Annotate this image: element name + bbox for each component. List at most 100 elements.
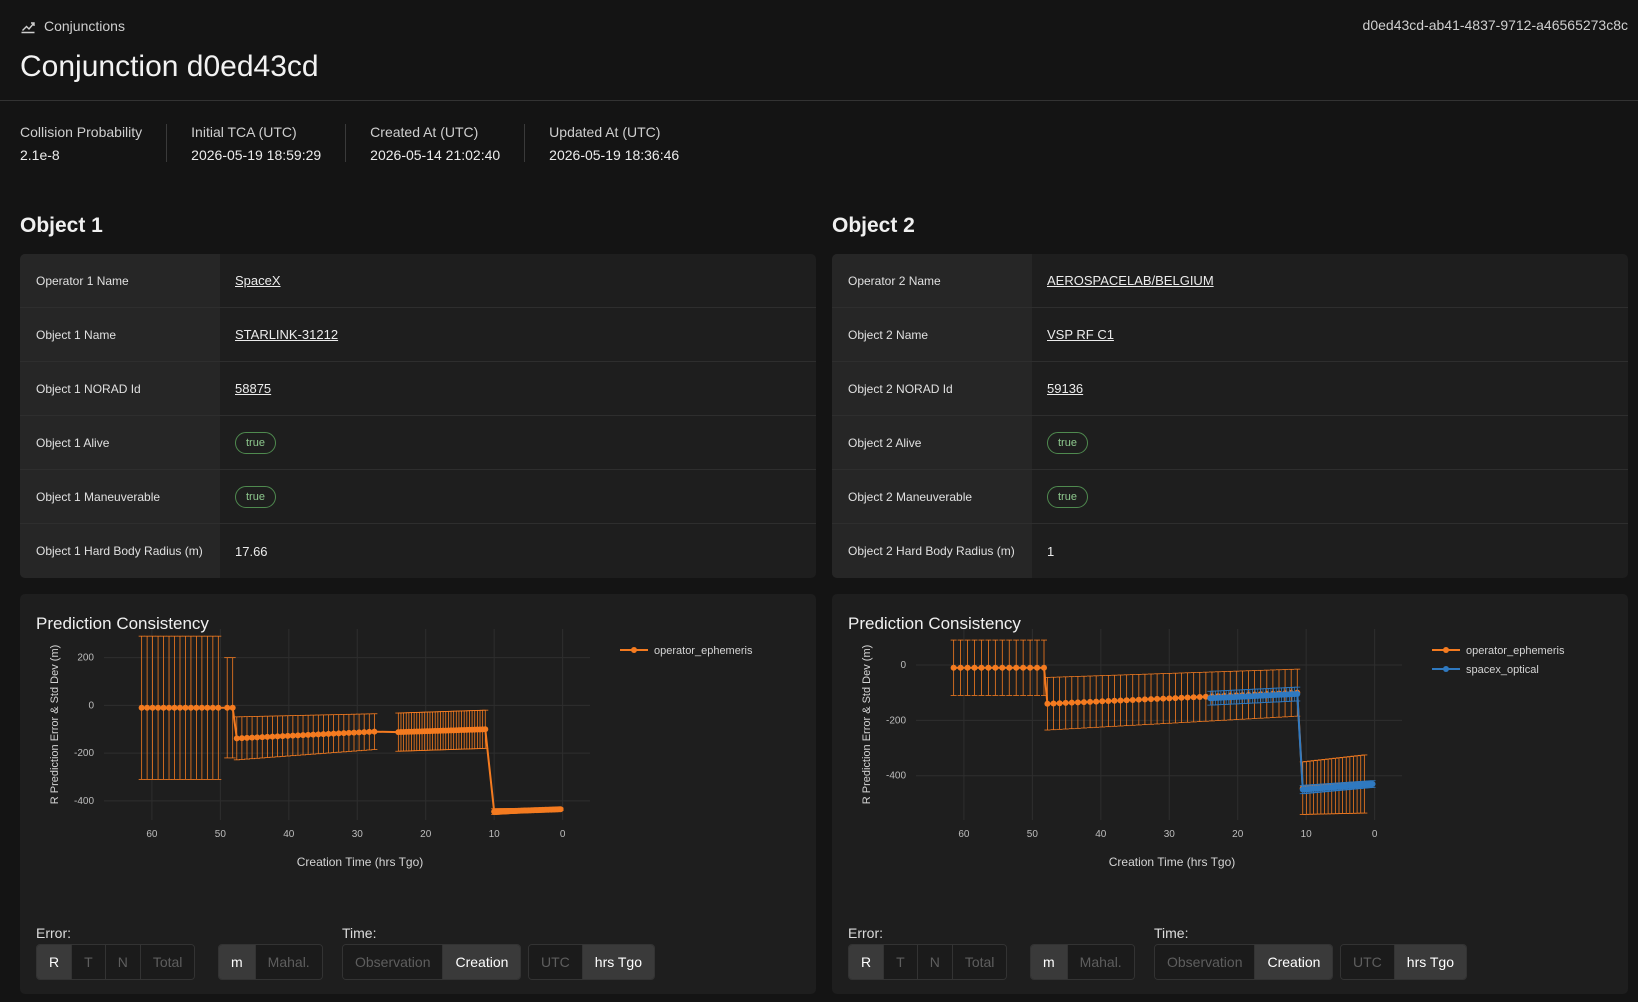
data-point[interactable] bbox=[1196, 693, 1203, 700]
data-point[interactable] bbox=[1020, 664, 1027, 671]
data-point[interactable] bbox=[300, 732, 307, 739]
toggle-option-n[interactable]: N bbox=[105, 945, 141, 979]
value-link[interactable]: SpaceX bbox=[235, 273, 281, 288]
data-point[interactable] bbox=[1141, 696, 1148, 703]
breadcrumb-label[interactable]: Conjunctions bbox=[44, 18, 125, 34]
data-point[interactable] bbox=[315, 731, 322, 738]
data-point[interactable] bbox=[1123, 697, 1130, 704]
data-point[interactable] bbox=[294, 732, 301, 739]
data-point[interactable] bbox=[957, 664, 964, 671]
data-point[interactable] bbox=[557, 806, 564, 813]
breadcrumb[interactable]: Conjunctions bbox=[20, 18, 125, 34]
toggle-option-utc[interactable]: UTC bbox=[1341, 945, 1395, 979]
data-point[interactable] bbox=[999, 664, 1006, 671]
data-point[interactable] bbox=[1099, 698, 1106, 705]
toggle-option-total[interactable]: Total bbox=[952, 945, 1007, 979]
legend-item-operator_ephemeris[interactable]: operator_ephemeris bbox=[1432, 645, 1565, 657]
data-point[interactable] bbox=[1041, 664, 1048, 671]
value-link[interactable]: VSP RF C1 bbox=[1047, 327, 1114, 342]
data-point[interactable] bbox=[482, 726, 489, 733]
data-point[interactable] bbox=[176, 704, 183, 711]
data-point[interactable] bbox=[160, 704, 167, 711]
data-point[interactable] bbox=[155, 704, 162, 711]
toggle-option-creation[interactable]: Creation bbox=[1255, 945, 1333, 979]
data-point[interactable] bbox=[1111, 697, 1118, 704]
data-point[interactable] bbox=[243, 734, 250, 741]
data-point[interactable] bbox=[335, 730, 342, 737]
value-link[interactable]: 59136 bbox=[1047, 381, 1084, 396]
data-point[interactable] bbox=[138, 704, 145, 711]
toggle-option-mahal[interactable]: Mahal. bbox=[255, 945, 322, 979]
value-link[interactable]: 58875 bbox=[235, 381, 272, 396]
toggle-option-observation[interactable]: Observation bbox=[343, 945, 444, 979]
data-point[interactable] bbox=[320, 731, 327, 738]
data-point[interactable] bbox=[204, 704, 211, 711]
data-point[interactable] bbox=[345, 729, 352, 736]
data-point[interactable] bbox=[978, 664, 985, 671]
data-point[interactable] bbox=[1087, 698, 1094, 705]
data-point[interactable] bbox=[1172, 695, 1179, 702]
data-point[interactable] bbox=[187, 704, 194, 711]
data-point[interactable] bbox=[1080, 699, 1087, 706]
prediction-chart-2[interactable]: 60 50 40 30 20 10 0 0 -200 -400 Creation Time (hrs… bbox=[832, 594, 1628, 914]
data-point[interactable] bbox=[340, 730, 347, 737]
data-point[interactable] bbox=[1184, 694, 1191, 701]
data-point[interactable] bbox=[215, 704, 222, 711]
data-point[interactable] bbox=[1068, 699, 1075, 706]
data-point[interactable] bbox=[233, 735, 240, 742]
toggle-option-hrs-tgo[interactable]: hrs Tgo bbox=[1394, 945, 1466, 979]
data-point[interactable] bbox=[249, 734, 256, 741]
toggle-option-t[interactable]: T bbox=[884, 945, 918, 979]
toggle-option-m[interactable]: m bbox=[219, 945, 256, 979]
data-point[interactable] bbox=[356, 729, 363, 736]
data-point[interactable] bbox=[149, 704, 156, 711]
data-point[interactable] bbox=[1093, 698, 1100, 705]
legend-item-operator_ephemeris[interactable]: operator_ephemeris bbox=[620, 645, 753, 657]
data-point[interactable] bbox=[1135, 696, 1142, 703]
data-point[interactable] bbox=[166, 704, 173, 711]
data-point[interactable] bbox=[289, 732, 296, 739]
data-point[interactable] bbox=[350, 729, 357, 736]
data-point[interactable] bbox=[361, 729, 368, 736]
prediction-chart-1[interactable]: 60 50 40 30 20 10 0 200 0 -200 -400 Creation Time (… bbox=[20, 594, 816, 914]
toggle-option-n[interactable]: N bbox=[917, 945, 953, 979]
toggle-option-m[interactable]: m bbox=[1031, 945, 1068, 979]
toggle-option-mahal[interactable]: Mahal. bbox=[1067, 945, 1134, 979]
data-point[interactable] bbox=[1105, 698, 1112, 705]
data-point[interactable] bbox=[1013, 664, 1020, 671]
data-point[interactable] bbox=[238, 735, 245, 742]
toggle-option-r[interactable]: R bbox=[849, 945, 885, 979]
data-point[interactable] bbox=[259, 734, 266, 741]
data-point[interactable] bbox=[1056, 700, 1063, 707]
data-point[interactable] bbox=[279, 733, 286, 740]
data-point[interactable] bbox=[1369, 781, 1376, 788]
legend-item-spacex_optical[interactable]: spacex_optical bbox=[1432, 664, 1539, 676]
data-point[interactable] bbox=[371, 728, 378, 735]
data-point[interactable] bbox=[171, 704, 178, 711]
data-point[interactable] bbox=[1294, 691, 1301, 698]
data-point[interactable] bbox=[1178, 694, 1185, 701]
data-point[interactable] bbox=[310, 731, 317, 738]
toggle-option-t[interactable]: T bbox=[72, 945, 106, 979]
data-point[interactable] bbox=[274, 733, 281, 740]
value-link[interactable]: AEROSPACELAB/BELGIUM bbox=[1047, 273, 1214, 288]
data-point[interactable] bbox=[254, 734, 261, 741]
data-point[interactable] bbox=[1190, 694, 1197, 701]
data-point[interactable] bbox=[198, 704, 205, 711]
data-point[interactable] bbox=[1006, 664, 1013, 671]
data-point[interactable] bbox=[992, 664, 999, 671]
data-point[interactable] bbox=[1166, 695, 1173, 702]
data-point[interactable] bbox=[305, 731, 312, 738]
data-point[interactable] bbox=[1027, 664, 1034, 671]
data-point[interactable] bbox=[264, 733, 271, 740]
data-point[interactable] bbox=[330, 730, 337, 737]
data-point[interactable] bbox=[1160, 695, 1167, 702]
toggle-option-utc[interactable]: UTC bbox=[529, 945, 583, 979]
data-point[interactable] bbox=[224, 704, 231, 711]
data-point[interactable] bbox=[985, 664, 992, 671]
value-link[interactable]: STARLINK-31212 bbox=[235, 327, 339, 342]
data-point[interactable] bbox=[269, 733, 276, 740]
toggle-option-total[interactable]: Total bbox=[140, 945, 195, 979]
data-point[interactable] bbox=[971, 664, 978, 671]
data-point[interactable] bbox=[284, 732, 291, 739]
